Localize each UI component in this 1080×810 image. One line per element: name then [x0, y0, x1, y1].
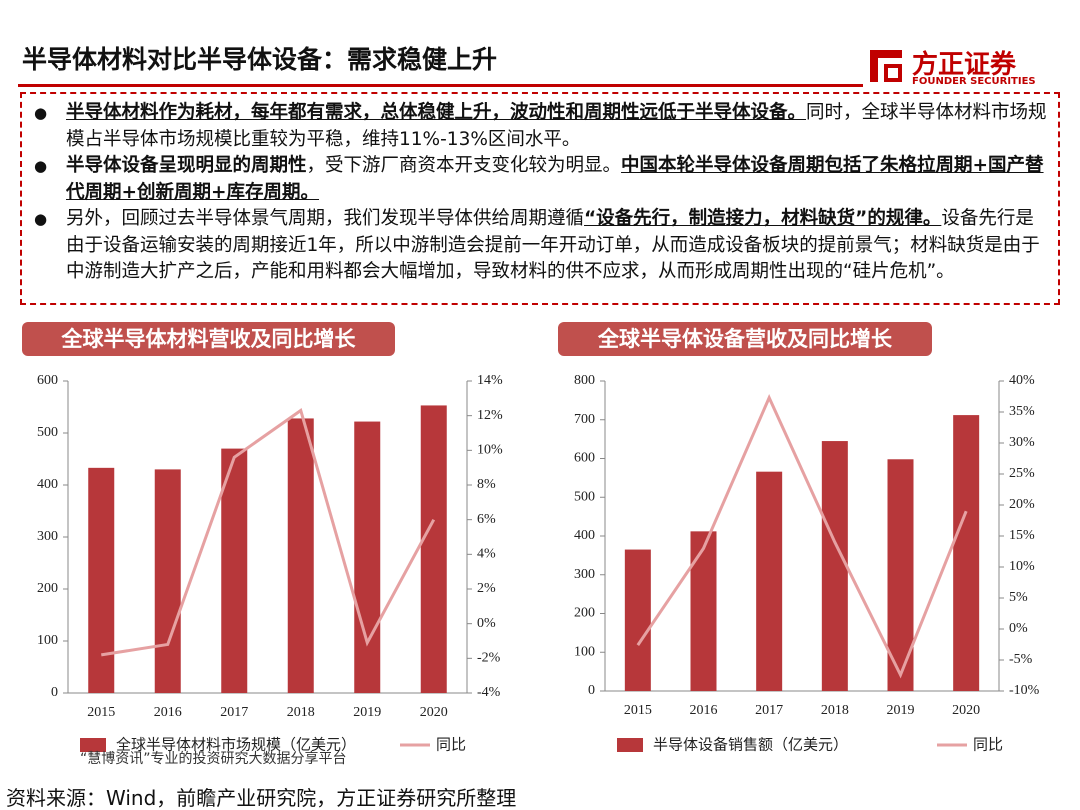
legend-label: 同比 — [436, 736, 466, 754]
bar — [154, 469, 181, 693]
y-tick-label: 200 — [574, 606, 595, 621]
bullet-text: 半导体材料作为耗材，每年都有需求，总体稳健上升，波动性和周期性远低于半导体设备。 — [66, 102, 807, 123]
bullet: 半导体设备呈现明显的周期性，受下游厂商资本开支变化较为明显。中国本轮半导体设备周… — [30, 153, 1050, 206]
chart-header: 全球半导体设备营收及同比增长 — [597, 327, 893, 351]
line-series — [101, 408, 436, 657]
legend-label: 半导体设备销售额（亿美元） — [653, 736, 848, 754]
bullet-box: 半导体材料作为耗材，每年都有需求，总体稳健上升，波动性和周期性远低于半导体设备。… — [20, 92, 1060, 305]
y2-tick-label: -10% — [1009, 683, 1040, 698]
y2-tick-label: 0% — [1009, 621, 1028, 636]
logo-mark — [870, 50, 902, 82]
x-tick-label: 2017 — [220, 705, 248, 720]
y2-tick-label: 4% — [477, 547, 496, 562]
y2-tick-label: 40% — [1009, 373, 1035, 388]
y2-tick-label: 14% — [477, 373, 503, 388]
y-tick-label: 400 — [37, 477, 58, 492]
y2-tick-label: 5% — [1009, 590, 1028, 605]
x-tick-label: 2015 — [87, 705, 115, 720]
x-tick-label: 2018 — [287, 705, 315, 720]
bullet: 另外，回顾过去半导体景气周期，我们发现半导体供给周期遵循“设备先行，制造接力，材… — [30, 206, 1050, 286]
x-tick-label: 2019 — [887, 703, 915, 718]
y2-tick-label: 25% — [1009, 466, 1035, 481]
legend-swatch — [617, 738, 643, 752]
bullet-text: 中国本轮半导体设备周期包括了朱格拉周期+国产替代周期+创新周期+库存周期。 — [66, 155, 1044, 203]
chart-header: 全球半导体材料营收及同比增长 — [61, 327, 357, 351]
y-tick-label: 0 — [588, 683, 595, 698]
y2-tick-label: 2% — [477, 581, 496, 596]
y2-tick-label: -2% — [477, 651, 501, 666]
y2-tick-label: 15% — [1009, 528, 1035, 543]
y-tick-label: 100 — [37, 633, 58, 648]
title-rule — [18, 84, 863, 87]
bullet: 半导体材料作为耗材，每年都有需求，总体稳健上升，波动性和周期性远低于半导体设备。… — [30, 100, 1050, 153]
y-tick-label: 500 — [37, 425, 58, 440]
y2-tick-label: 8% — [477, 477, 496, 492]
chart-header-bg — [22, 322, 395, 356]
legend-label: 全球半导体材料市场规模（亿美元） — [116, 736, 356, 754]
bar — [624, 549, 651, 691]
y-tick-label: 100 — [574, 644, 595, 659]
legend-swatch — [80, 738, 106, 752]
y2-tick-label: 0% — [477, 616, 496, 631]
logo-name: 方正证券 — [912, 50, 1017, 80]
x-tick-label: 2018 — [821, 703, 849, 718]
x-tick-label: 2019 — [353, 705, 381, 720]
x-tick-label: 2016 — [154, 705, 182, 720]
x-tick-label: 2017 — [755, 703, 783, 718]
bullet-text: 同时，全球半导体材料市场规模占半导体市场规模比重较为平稳，维持11%-13%区间… — [66, 102, 1047, 150]
legend-label: 同比 — [973, 736, 1003, 754]
bar — [821, 441, 848, 691]
bar — [420, 405, 447, 693]
y2-tick-label: 30% — [1009, 435, 1035, 450]
y-tick-label: 500 — [574, 489, 595, 504]
x-tick-label: 2015 — [624, 703, 652, 718]
y2-tick-label: 12% — [477, 408, 503, 423]
x-tick-label: 2020 — [420, 705, 448, 720]
bullet-text: 另外，回顾过去半导体景气周期，我们发现半导体供给周期遵循 — [66, 208, 585, 229]
y2-tick-label: 10% — [1009, 559, 1035, 574]
y-tick-label: 600 — [574, 451, 595, 466]
y2-tick-label: -4% — [477, 685, 501, 700]
bullet-text: “设备先行，制造接力，材料缺货”的规律。 — [584, 208, 942, 229]
y-tick-label: 800 — [574, 373, 595, 388]
y-tick-label: 0 — [51, 685, 58, 700]
bar — [88, 467, 115, 693]
chart-header-bg — [558, 322, 932, 356]
y2-tick-label: 35% — [1009, 404, 1035, 419]
y2-tick-label: 20% — [1009, 497, 1035, 512]
bar — [756, 471, 783, 691]
line-series — [636, 394, 968, 679]
slide-title: 半导体材料对比半导体设备：需求稳健上升 — [22, 45, 498, 74]
bar — [354, 421, 381, 693]
logo-sub: FOUNDER SECURITIES — [912, 76, 1036, 87]
y2-tick-label: 10% — [477, 443, 503, 458]
bar — [287, 418, 314, 693]
bar — [690, 531, 717, 691]
y-tick-label: 600 — [37, 373, 58, 388]
y-tick-label: 300 — [37, 529, 58, 544]
y-tick-label: 300 — [574, 567, 595, 582]
y-tick-label: 400 — [574, 528, 595, 543]
bullet-text: ，受下游厂商资本开支变化较为明显。 — [306, 155, 622, 176]
y2-tick-label: 6% — [477, 512, 496, 527]
source-note: 资料来源：Wind，前瞻产业研究院，方正证券研究所整理 — [6, 786, 517, 810]
x-tick-label: 2020 — [952, 703, 980, 718]
watermark: “慧博资讯”专业的投资研究大数据分享平台 — [80, 751, 347, 767]
x-tick-label: 2016 — [690, 703, 718, 718]
y2-tick-label: -5% — [1009, 652, 1033, 667]
bullet-text: 设备先行是由于设备运输安装的周期接近1年，所以中游制造会提前一年开动订单，从而造… — [66, 208, 1040, 282]
bar — [953, 415, 980, 691]
bullet-text: 半导体设备呈现明显的周期性 — [66, 155, 307, 176]
y-tick-label: 200 — [37, 581, 58, 596]
y-tick-label: 700 — [574, 412, 595, 427]
bar — [221, 448, 248, 693]
